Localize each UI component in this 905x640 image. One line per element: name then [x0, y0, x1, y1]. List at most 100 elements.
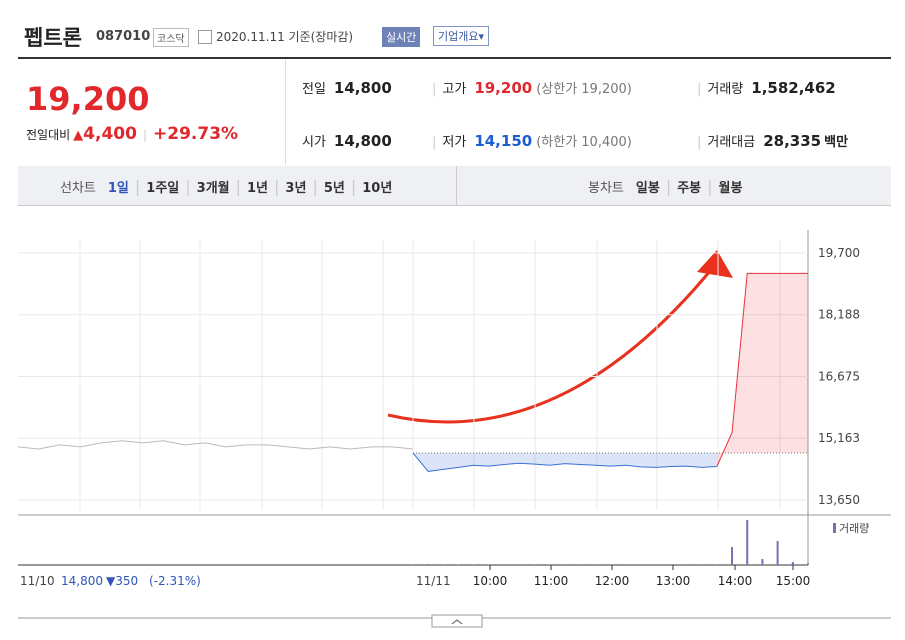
cell-value: 1,582,462 [751, 79, 836, 97]
cell-value: 14,800 [333, 132, 392, 150]
separator: | [432, 135, 437, 150]
cell-value: 28,335 [763, 132, 822, 150]
cell-label: 거래대금 [707, 135, 756, 150]
cell-label: 시가 [302, 135, 326, 150]
x-tick-label: 13:00 [656, 574, 691, 588]
x-tick-label: 10:00 [473, 574, 508, 588]
annotation-arrowhead [697, 250, 733, 278]
date: 2020.11.11 기준(장마감) [216, 30, 354, 44]
tab-bar [18, 166, 891, 206]
today-up-area [716, 273, 808, 467]
summary-cell: | 저가 14,150 (하한가 10,400) [432, 131, 632, 150]
volume-bar [746, 520, 749, 565]
cell-label: 전일 [302, 82, 326, 97]
realtime-badge[interactable]: 실시간 [382, 27, 421, 47]
change: 4,400 [83, 124, 137, 144]
calendar-icon [198, 30, 212, 44]
change-label: 전일대비 [26, 128, 71, 142]
collapse-icon [451, 619, 463, 625]
tab[interactable]: 10년 [362, 181, 393, 196]
separator: | [707, 177, 713, 196]
stock-name: 펩트론 [24, 26, 82, 50]
y-tick-label: 15,163 [818, 431, 860, 445]
tab[interactable]: 5년 [323, 181, 345, 196]
line-tabs: 선차트 1일 | 1주일 | 3개월 | 1년 | 3년 | 5년 | 10년 [60, 177, 392, 196]
cell-value: 14,800 [333, 79, 392, 97]
separator: | [312, 177, 318, 196]
separator: | [697, 135, 702, 150]
summary-cell: 시가 14,800 [302, 131, 392, 150]
prev-day-line [17, 440, 414, 450]
prev-price: 14,800 [61, 574, 103, 588]
legend-swatch [833, 523, 836, 533]
y-tick-label: 19,700 [818, 246, 860, 260]
volume-bar [807, 563, 809, 565]
separator: | [274, 177, 280, 196]
tab[interactable]: 1일 [107, 181, 129, 196]
today-down-area [413, 453, 717, 472]
divider [285, 59, 286, 165]
tab[interactable]: 1주일 [146, 181, 180, 196]
overview-button[interactable]: 기업개요▾ [433, 26, 490, 46]
volume-bar [442, 564, 445, 565]
tab[interactable]: 3년 [285, 181, 307, 196]
prev-rate: (-2.31%) [149, 574, 201, 588]
legend-label: 거래량 [839, 522, 869, 535]
summary-cell: | 고가 19,200 (상한가 19,200) [432, 78, 632, 97]
collapse-button[interactable] [431, 614, 483, 628]
rate: +29.73% [153, 124, 239, 144]
cell-label: 고가 [442, 82, 467, 97]
x-tick-label: 15:00 [776, 574, 811, 588]
annotation-arrow [387, 264, 717, 424]
prev-date: 11/10 [20, 574, 55, 588]
y-tick-label: 16,675 [818, 370, 860, 384]
separator: | [350, 177, 357, 196]
volume-bar [761, 559, 764, 565]
today-up-line [716, 272, 808, 467]
tab[interactable]: 주봉 [677, 181, 702, 196]
x-tick-label: 14:00 [718, 574, 753, 588]
volume-bar [715, 564, 718, 565]
volume-bar [731, 547, 734, 565]
volume-bar [412, 564, 414, 565]
summary-cell: 전일 14,800 [302, 78, 392, 97]
cell-value: 19,200 [474, 79, 533, 97]
date-label: 11/11 [416, 574, 451, 588]
prev-change: ▼350 [106, 574, 138, 588]
separator: | [185, 177, 191, 196]
cell-note: (상한가 19,200) [536, 82, 632, 97]
divider [456, 166, 457, 205]
tab[interactable]: 1년 [247, 181, 269, 196]
tab[interactable]: 월봉 [718, 181, 743, 196]
cell-value: 14,150 [474, 132, 533, 150]
volume-bar [791, 562, 794, 565]
volume-bar [427, 564, 430, 565]
candle-tabs: 봉차트 일봉 | 주봉 | 월봉 [588, 177, 742, 196]
y-tick-label: 13,650 [818, 493, 860, 507]
separator: | [432, 82, 437, 97]
separator: | [235, 177, 242, 196]
x-tick-label: 11:00 [534, 574, 569, 588]
price: 19,200 [26, 80, 150, 118]
volume-bar [776, 541, 779, 565]
y-tick-label: 18,188 [818, 308, 860, 322]
x-tick-label: 12:00 [595, 574, 630, 588]
summary-cell: | 거래대금 28,335 백만 [697, 131, 848, 150]
cell-note: (하한가 10,400) [536, 135, 632, 150]
today-down-line [412, 452, 717, 472]
market-badge: 코스닥 [153, 28, 189, 47]
cell-unit: 백만 [824, 135, 849, 150]
stock-code: 087010 [96, 29, 151, 44]
tab[interactable]: 3개월 [196, 181, 230, 196]
change-row: 전일대비 ▲4,400 | +29.73% [26, 124, 239, 144]
separator: | [665, 177, 672, 196]
up-arrow: ▲ [73, 128, 84, 143]
separator: | [697, 82, 702, 97]
tab-label: 선차트 [60, 181, 96, 196]
cell-label: 저가 [442, 135, 467, 150]
chart: 19,700 18,188 16,675 15,163 13,650 거래량 11/10 14… [17, 230, 891, 628]
cell-label: 거래량 [707, 82, 744, 97]
tab[interactable]: 일봉 [635, 181, 660, 196]
tab-label: 봉차트 [588, 181, 624, 196]
